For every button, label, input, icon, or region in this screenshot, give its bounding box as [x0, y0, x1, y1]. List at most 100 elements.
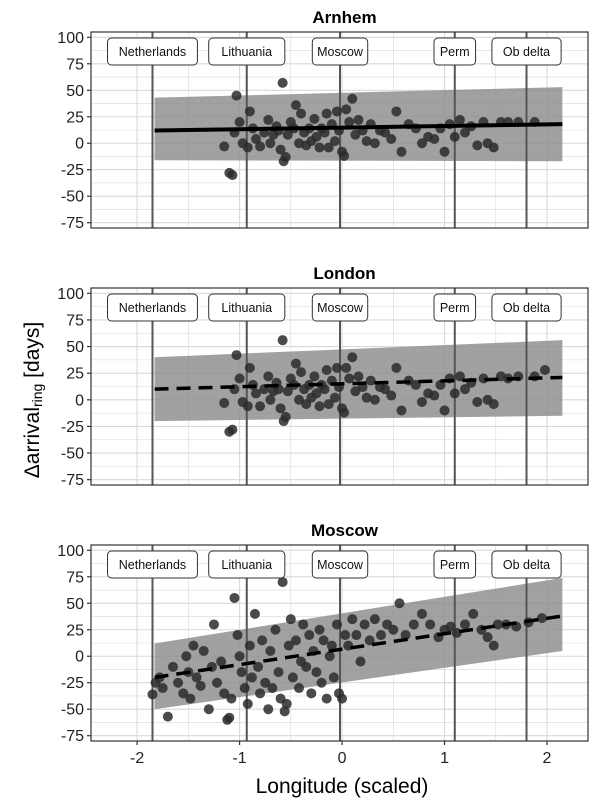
data-point — [270, 624, 281, 635]
location-label-box — [491, 37, 562, 66]
data-point — [369, 394, 380, 405]
data-point — [347, 93, 358, 104]
data-point — [347, 352, 358, 363]
data-point — [369, 138, 380, 149]
data-point — [460, 127, 471, 138]
data-point — [369, 614, 380, 625]
data-point — [311, 131, 322, 142]
data-point — [329, 392, 340, 403]
location-label: Ob delta — [503, 45, 550, 59]
panel-london: London Netherlands Lithuania Moscow Perm Ob d… — [57, 264, 589, 489]
data-point — [361, 392, 372, 403]
data-point — [296, 367, 307, 378]
location-label: Ob delta — [503, 301, 550, 315]
data-point — [536, 613, 547, 624]
location-label: Moscow — [317, 45, 364, 59]
location-label-box — [208, 550, 286, 579]
data-point — [323, 142, 334, 153]
data-point — [242, 698, 253, 709]
data-point — [316, 677, 327, 688]
data-point — [290, 358, 301, 369]
y-tick-label: -75 — [61, 728, 84, 745]
data-point — [314, 401, 325, 412]
location-label: Moscow — [317, 301, 364, 315]
data-point — [488, 640, 499, 651]
data-point — [331, 362, 342, 373]
data-point — [282, 129, 293, 140]
data-point — [449, 388, 460, 399]
data-point — [361, 136, 372, 147]
location-label: Netherlands — [119, 301, 186, 315]
data-point — [328, 672, 339, 683]
data-point — [321, 693, 332, 704]
data-point — [255, 141, 266, 152]
data-point — [188, 640, 199, 651]
data-point — [255, 401, 266, 412]
data-point — [460, 619, 471, 630]
y-tick-label: 0 — [75, 649, 84, 666]
location-label: Moscow — [317, 558, 364, 572]
location-label-box — [107, 37, 198, 66]
data-point — [391, 106, 402, 117]
location-label-box — [433, 37, 477, 66]
data-point — [185, 693, 196, 704]
data-point — [219, 398, 230, 409]
data-point — [344, 117, 355, 128]
data-point — [359, 619, 370, 630]
data-point — [539, 364, 550, 375]
data-point — [227, 424, 238, 435]
data-point — [263, 371, 274, 382]
data-point — [246, 672, 257, 683]
data-point — [488, 142, 499, 153]
data-point — [244, 640, 255, 651]
data-point — [429, 390, 440, 401]
x-tick-label: -2 — [130, 750, 144, 767]
data-point — [340, 630, 351, 641]
location-label-box — [433, 550, 477, 579]
data-point — [219, 688, 230, 699]
data-point — [321, 364, 332, 375]
data-point — [226, 693, 237, 704]
data-point — [227, 170, 238, 181]
data-point — [454, 114, 465, 125]
data-point — [376, 630, 387, 641]
trend-line — [154, 375, 563, 391]
data-point — [290, 100, 301, 111]
data-point — [364, 635, 375, 646]
data-point — [265, 394, 276, 405]
data-point — [277, 577, 288, 588]
y-tick-label: 75 — [66, 569, 84, 586]
data-point — [290, 635, 301, 646]
data-point — [203, 704, 214, 715]
location-label-box — [208, 293, 286, 322]
trend-line — [154, 122, 563, 133]
data-point — [472, 140, 483, 151]
data-point — [323, 399, 334, 410]
data-point — [250, 134, 261, 145]
data-point — [306, 688, 317, 699]
y-axis-title: Δarrivalring [days] — [21, 322, 45, 478]
data-point — [400, 630, 411, 641]
panel-border — [90, 287, 589, 486]
data-point — [280, 152, 291, 163]
x-tick-label: -1 — [232, 750, 246, 767]
y-tick-label: 75 — [66, 56, 84, 73]
data-point — [410, 379, 421, 390]
data-point — [460, 384, 471, 395]
data-point — [380, 127, 391, 138]
data-point — [234, 373, 245, 384]
data-point — [265, 645, 276, 656]
data-point — [260, 677, 271, 688]
data-point — [488, 399, 499, 410]
location-label-box — [491, 293, 562, 322]
location-label-box — [311, 293, 369, 322]
data-point — [285, 614, 296, 625]
y-tick-label: -25 — [61, 675, 84, 692]
data-point — [296, 108, 307, 119]
x-tick-label: 2 — [543, 750, 552, 767]
data-point — [304, 630, 315, 641]
x-tick-label: 1 — [440, 750, 449, 767]
data-point — [318, 635, 329, 646]
data-point — [355, 656, 366, 667]
y-tick-label: -75 — [61, 472, 84, 489]
